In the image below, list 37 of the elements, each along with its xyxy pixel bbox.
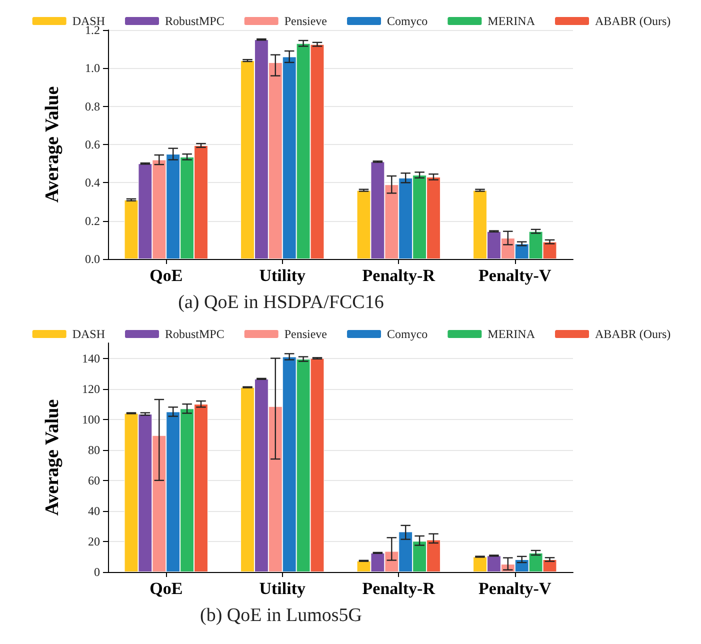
legend-label: Pensieve	[284, 327, 328, 341]
x-tick-label: Penalty-V	[478, 579, 552, 598]
y-tick-label: 120	[82, 382, 100, 396]
y-tick-label: 80	[88, 442, 100, 457]
y-tick-label: 0.4	[85, 176, 100, 190]
y-tick-label: 0.6	[85, 138, 100, 152]
x-tick-label: Utility	[259, 266, 306, 285]
y-tick-label: 0.2	[85, 214, 100, 228]
y-tick-label: 60	[88, 473, 100, 488]
y-tick-label: 140	[82, 351, 100, 366]
y-tick-label: 1.0	[85, 61, 100, 76]
x-tick-label: QoE	[150, 579, 183, 598]
y-tick-label: 40	[88, 504, 100, 518]
y-tick-label: 100	[82, 412, 100, 426]
legend-label: Pensieve	[284, 14, 328, 28]
y-tick-label: 0.8	[85, 99, 100, 114]
y-axis-title: Average Value	[42, 86, 63, 203]
legend-label: RobustMPC	[165, 327, 224, 341]
legend-label: ABABR (Ours)	[595, 327, 671, 341]
text: (b) QoE in Lumos5G	[200, 605, 362, 626]
legend-label: MERINA	[488, 14, 536, 28]
legend-label: MERINA	[488, 327, 536, 341]
y-axis-title: Average Value	[42, 399, 63, 516]
x-tick-label: QoE	[150, 266, 183, 285]
y-tick-label: 20	[88, 534, 100, 548]
legend-label: Comyco	[387, 14, 428, 28]
x-tick-label: Penalty-R	[362, 579, 436, 598]
y-tick-label: 0.0	[85, 252, 100, 266]
text: (a) QoE in HSDPA/FCC16	[178, 292, 384, 313]
x-tick-label: Utility	[259, 579, 306, 598]
x-tick-label: Penalty-V	[478, 266, 552, 285]
legend-label: Comyco	[387, 327, 428, 341]
y-tick-label: 0	[94, 565, 100, 579]
x-tick-label: Penalty-R	[362, 266, 436, 285]
legend-label: DASH	[72, 327, 106, 341]
legend-label: RobustMPC	[165, 14, 224, 28]
legend-label: ABABR (Ours)	[595, 14, 671, 28]
